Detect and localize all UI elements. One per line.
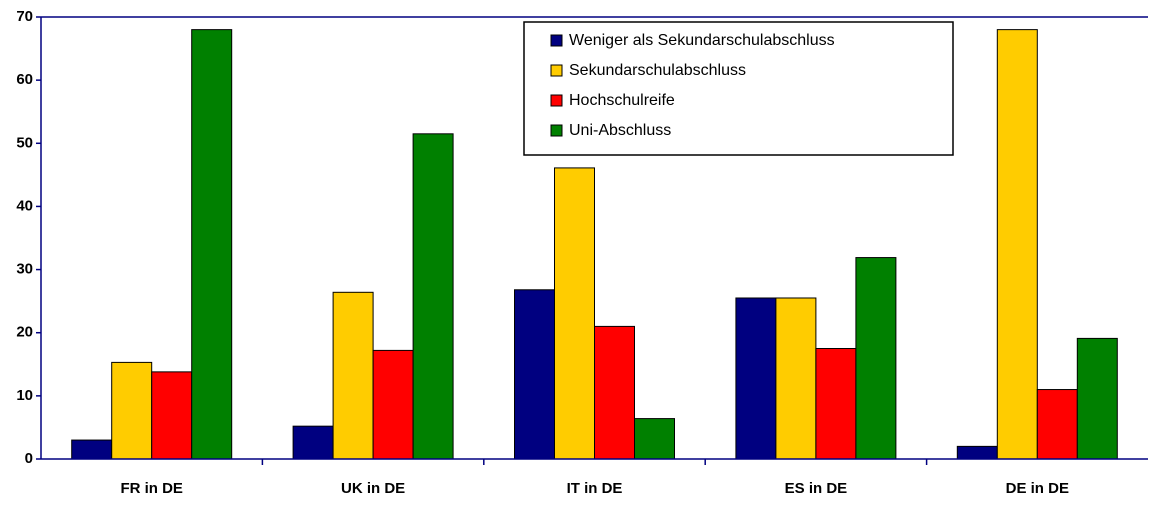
legend-swatch [550,124,563,137]
bar [634,418,675,460]
y-tick-label: 10 [16,387,33,404]
x-tick-label: DE in DE [1006,480,1069,497]
bar [71,439,113,460]
bar [1036,389,1078,460]
bar [151,371,193,460]
bar [292,425,334,460]
y-tick-label: 50 [16,134,33,151]
y-tick-label: 20 [16,324,33,341]
y-tick-label: 40 [16,197,33,214]
bar [412,133,454,460]
y-tick-label: 60 [16,71,33,88]
bar [554,167,595,460]
legend-label: Uni-Abschluss [569,122,671,139]
bar [775,297,817,460]
bar [191,29,233,460]
legend-label: Hochschulreife [569,92,675,109]
legend-swatch [550,34,563,47]
y-tick-label: 0 [25,450,33,467]
bar [111,361,153,460]
x-tick-label: ES in DE [785,480,848,497]
bar [372,349,414,460]
legend-box [523,21,954,156]
bar [594,325,635,460]
bar [815,348,857,460]
bar [514,289,555,460]
legend-label: Sekundarschulabschluss [569,62,746,79]
y-tick-label: 70 [16,8,33,25]
x-tick-label: IT in DE [567,480,623,497]
x-tick-label: UK in DE [341,480,405,497]
bar [855,257,897,460]
bar [996,29,1038,460]
y-tick-label: 30 [16,261,33,278]
bar [956,445,998,460]
bar [735,297,777,460]
bar [332,291,374,460]
bar [1076,337,1118,460]
legend-swatch [550,64,563,77]
x-tick-label: FR in DE [120,480,183,497]
legend-swatch [550,94,563,107]
legend-label: Weniger als Sekundarschulabschluss [569,32,835,49]
